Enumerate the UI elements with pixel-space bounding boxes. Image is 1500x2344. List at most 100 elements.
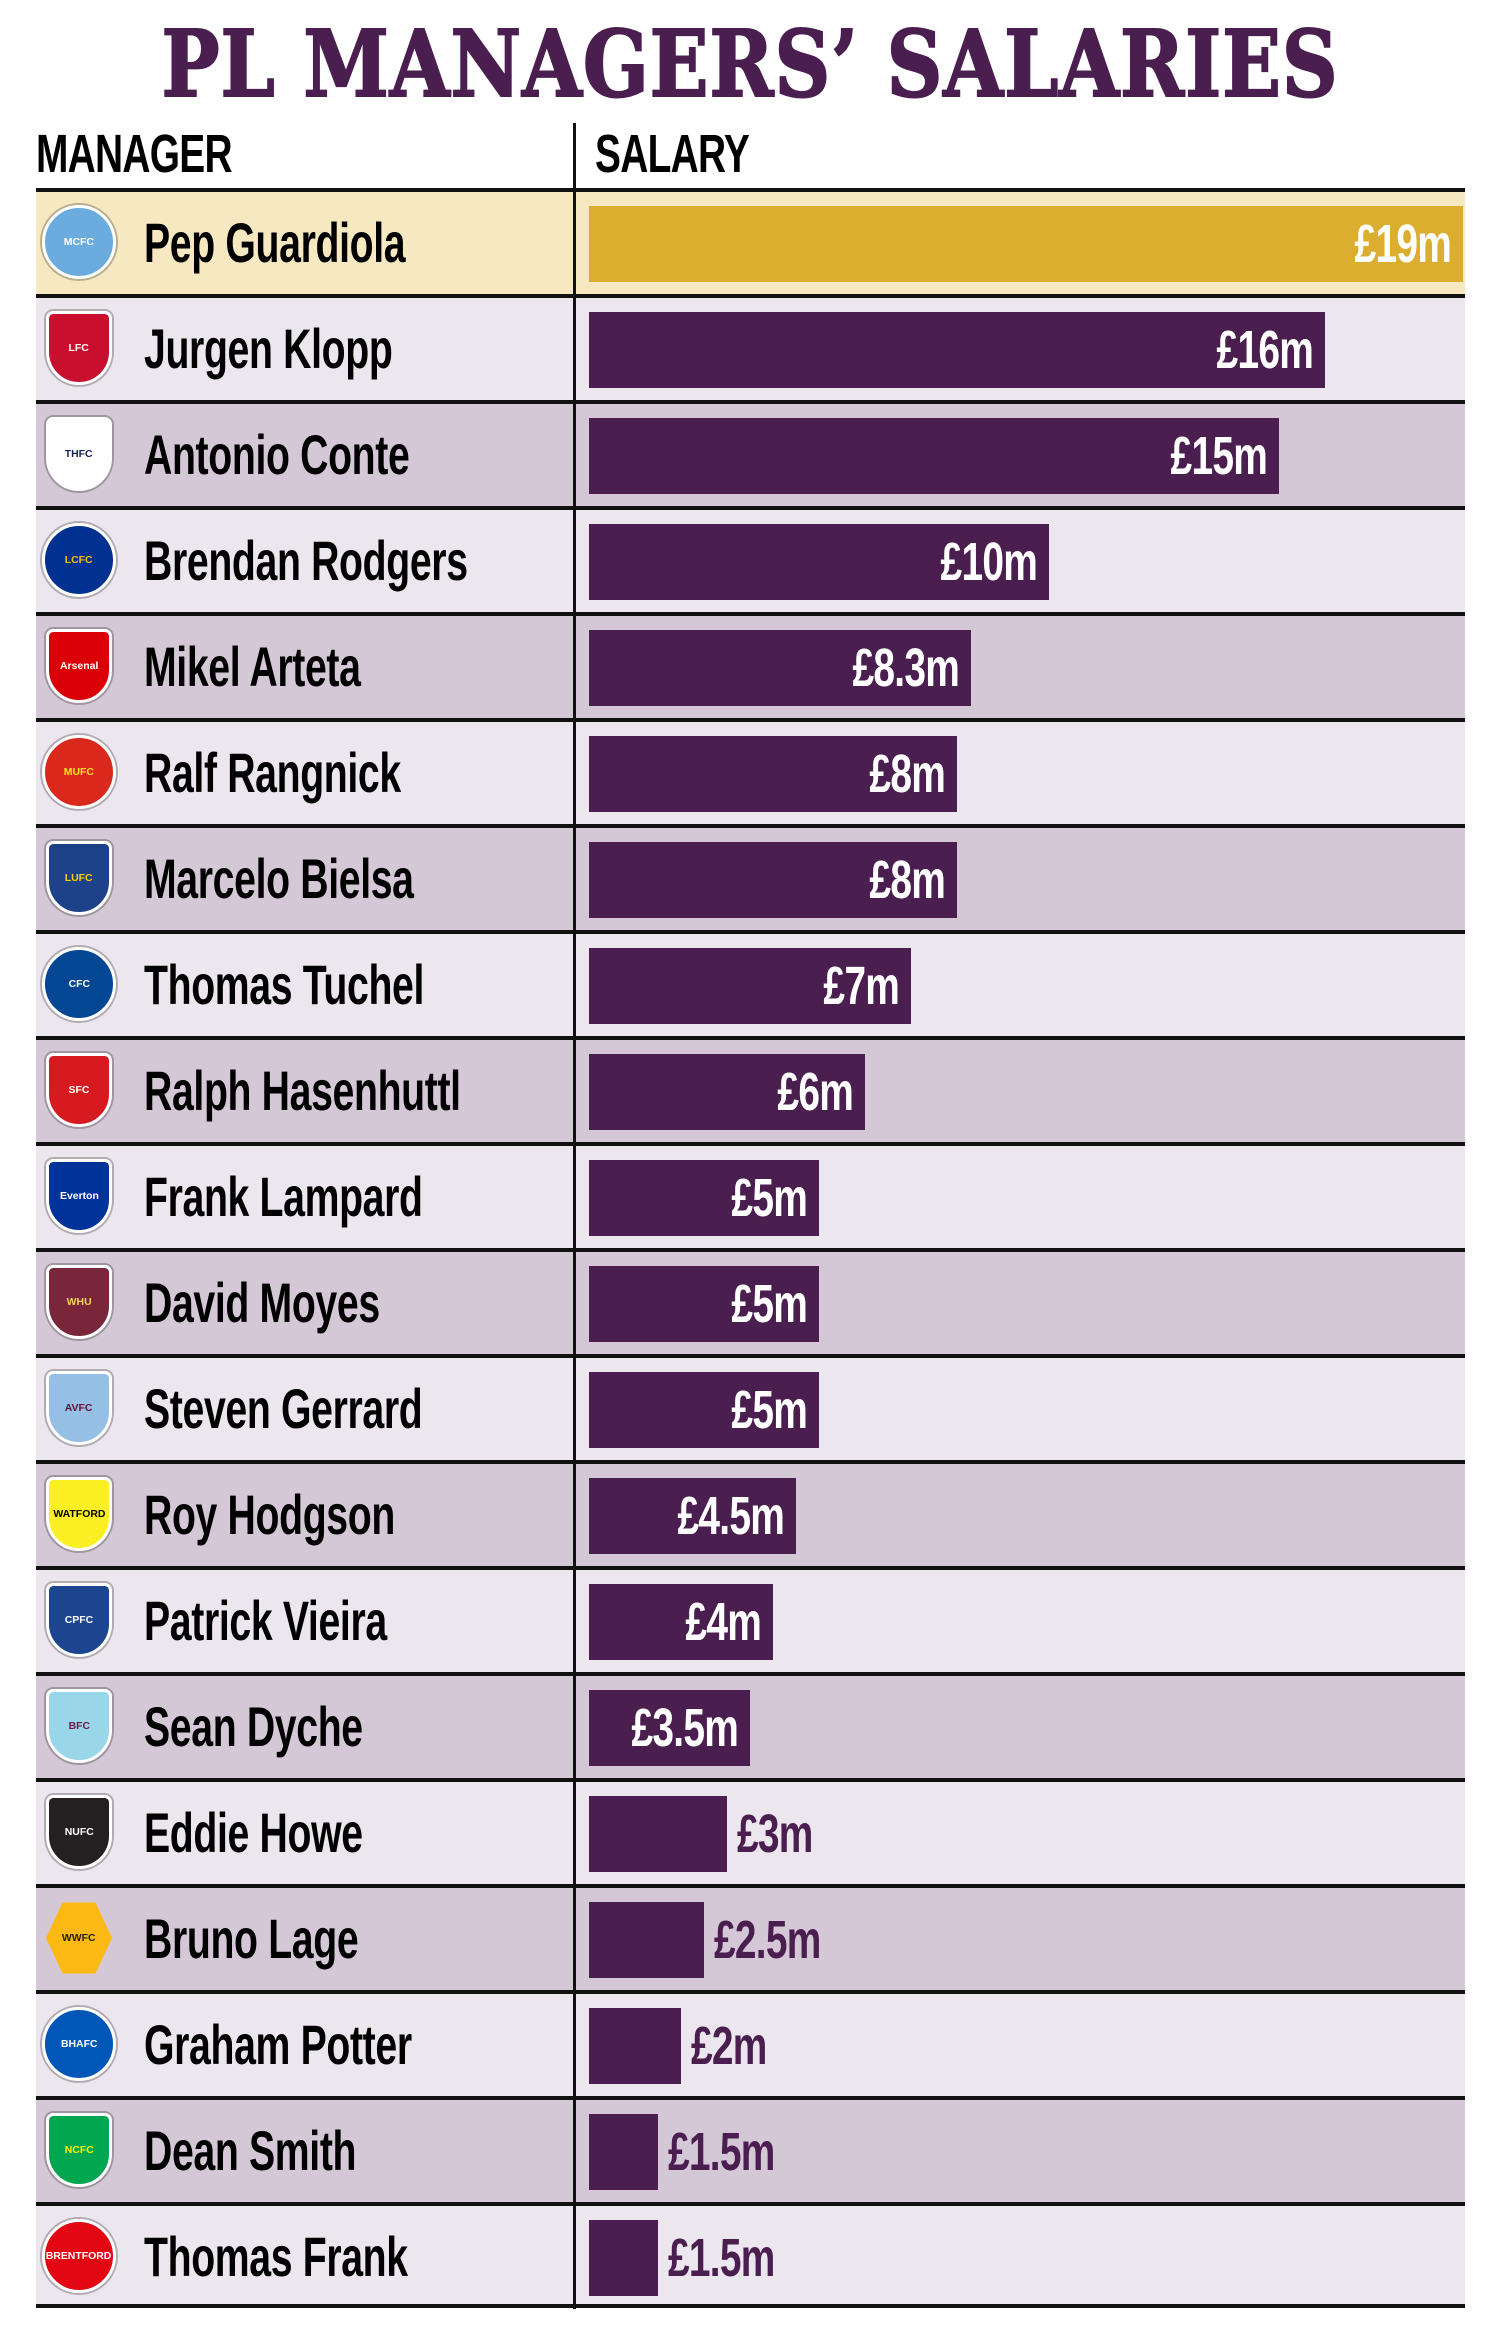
table-row: BRENTFORD Thomas Frank £1.5m (36, 2202, 1465, 2308)
salary-value: £1.5m (668, 2228, 775, 2288)
table-row: NCFC Dean Smith £1.5m (36, 2096, 1465, 2202)
everton-crest-icon: Everton (40, 1157, 118, 1235)
brighton-crest-icon: BHAFC (40, 2005, 118, 2083)
club-crest: NCFC (46, 2113, 112, 2187)
man-utd-crest-icon: MUFC (40, 733, 118, 811)
salary-bar (589, 2220, 658, 2296)
salary-value: £8.3m (852, 638, 959, 698)
club-crest: CFC (42, 947, 116, 1021)
table-row: CFC Thomas Tuchel £7m (36, 930, 1465, 1036)
manager-name: Graham Potter (144, 2013, 412, 2076)
manager-name: Mikel Arteta (144, 635, 361, 698)
manager-name: Ralph Hasenhuttl (144, 1059, 461, 1122)
salary-value: £19m (1354, 214, 1451, 274)
salary-value: £5m (731, 1168, 807, 1228)
manager-name: David Moyes (144, 1271, 380, 1334)
salary-value: £4.5m (677, 1486, 784, 1546)
table-row: THFC Antonio Conte £15m (36, 400, 1465, 506)
page-title: PL MANAGERS’ SALARIES (161, 10, 1339, 118)
club-crest: SFC (46, 1053, 112, 1127)
club-crest-text: Arsenal (59, 659, 99, 672)
manager-name: Eddie Howe (144, 1801, 363, 1864)
club-crest: BRENTFORD (42, 2219, 116, 2293)
manager-name: Bruno Lage (144, 1907, 359, 1970)
manager-name: Steven Gerrard (144, 1377, 423, 1440)
club-crest: Arsenal (46, 629, 112, 703)
salary-bar (589, 1902, 704, 1978)
salary-bar (589, 1584, 773, 1660)
crystal-palace-crest-icon: CPFC (40, 1581, 118, 1659)
club-crest: MUFC (42, 735, 116, 809)
wolves-crest-icon: WWFC (40, 1899, 118, 1977)
club-crest-text: NCFC (64, 2143, 94, 2156)
southampton-crest-icon: SFC (40, 1051, 118, 1129)
club-crest-text: MUFC (63, 765, 95, 778)
club-crest: LUFC (46, 841, 112, 915)
manager-name: Jurgen Klopp (144, 317, 393, 380)
manager-name: Dean Smith (144, 2119, 357, 2182)
club-crest: MCFC (42, 205, 116, 279)
club-crest: WWFC (46, 1902, 112, 1974)
tottenham-crest-icon: THFC (40, 415, 118, 493)
salary-value: £5m (731, 1380, 807, 1440)
club-crest: THFC (46, 417, 112, 491)
salary-bar (589, 948, 911, 1024)
manager-name: Roy Hodgson (144, 1483, 395, 1546)
man-city-crest-icon: MCFC (40, 203, 118, 281)
club-crest-text: BHAFC (60, 2037, 98, 2050)
column-divider (573, 123, 576, 2309)
club-crest: BFC (46, 1689, 112, 1763)
salary-table: MCFC Pep Guardiola £19m LFC Jurgen Klopp £16m… (36, 188, 1465, 2308)
club-crest-text: CFC (68, 977, 90, 990)
table-row: BHAFC Graham Potter £2m (36, 1990, 1465, 2096)
table-row: BFC Sean Dyche £3.5m (36, 1672, 1465, 1778)
salary-bar (589, 630, 971, 706)
table-row: WATFORD Roy Hodgson £4.5m (36, 1460, 1465, 1566)
watford-crest-icon: WATFORD (40, 1475, 118, 1553)
salary-bar (589, 206, 1463, 282)
salary-bar (589, 1266, 819, 1342)
salary-value: £2m (691, 2016, 767, 2076)
club-crest-text: CPFC (64, 1613, 94, 1626)
table-header: MANAGER SALARY (36, 118, 1465, 190)
salary-value: £8m (869, 744, 945, 804)
manager-name: Antonio Conte (144, 423, 410, 486)
salary-bar (589, 1478, 796, 1554)
salary-value: £1.5m (668, 2122, 775, 2182)
club-crest-text: NUFC (64, 1825, 94, 1838)
table-row: MUFC Ralf Rangnick £8m (36, 718, 1465, 824)
club-crest-text: WATFORD (52, 1507, 106, 1520)
salary-bar (589, 524, 1049, 600)
salary-value: £10m (940, 532, 1037, 592)
manager-name: Thomas Frank (144, 2225, 408, 2288)
salary-bar (589, 2114, 658, 2190)
club-crest: LCFC (42, 523, 116, 597)
salary-value: £16m (1216, 320, 1313, 380)
salary-value: £15m (1170, 426, 1267, 486)
club-crest-text: LUFC (65, 871, 93, 884)
table-row: LFC Jurgen Klopp £16m (36, 294, 1465, 400)
manager-column-header: MANAGER (36, 124, 233, 184)
club-crest-text: WHU (66, 1295, 92, 1308)
manager-name: Marcelo Bielsa (144, 847, 414, 910)
table-row: WHU David Moyes £5m (36, 1248, 1465, 1354)
club-crest-text: LCFC (65, 553, 93, 566)
table-row: MCFC Pep Guardiola £19m (36, 188, 1465, 294)
leicester-crest-icon: LCFC (40, 521, 118, 599)
chelsea-crest-icon: CFC (40, 945, 118, 1023)
salary-value: £8m (869, 850, 945, 910)
west-ham-crest-icon: WHU (40, 1263, 118, 1341)
club-crest-text: MCFC (63, 235, 95, 248)
table-row: NUFC Eddie Howe £3m (36, 1778, 1465, 1884)
table-row: AVFC Steven Gerrard £5m (36, 1354, 1465, 1460)
club-crest: WATFORD (46, 1477, 112, 1551)
norwich-crest-icon: NCFC (40, 2111, 118, 2189)
manager-name: Patrick Vieira (144, 1589, 387, 1652)
manager-name: Brendan Rodgers (144, 529, 468, 592)
club-crest: BHAFC (42, 2007, 116, 2081)
table-row: LCFC Brendan Rodgers £10m (36, 506, 1465, 612)
salary-value: £4m (685, 1592, 761, 1652)
salary-bar (589, 418, 1279, 494)
salary-bar (589, 1160, 819, 1236)
club-crest-text: THFC (65, 447, 93, 460)
